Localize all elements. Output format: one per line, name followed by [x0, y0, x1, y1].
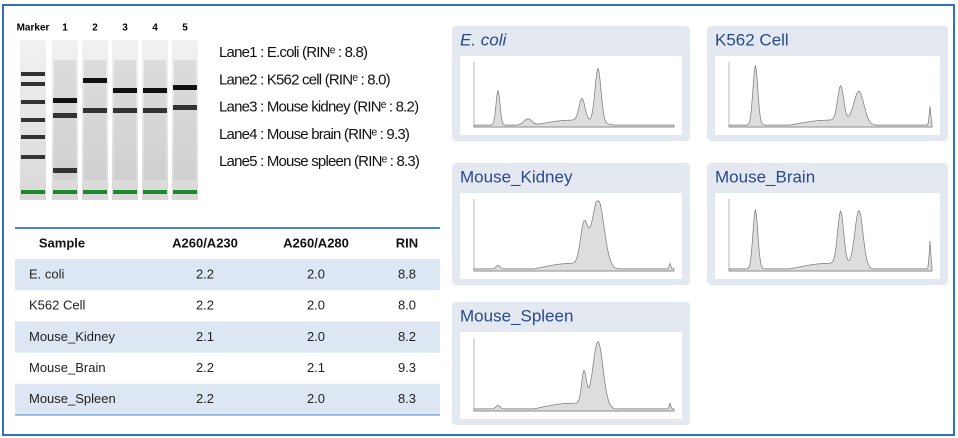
- cell: Mouse_Kidney: [29, 329, 115, 344]
- trace: [473, 341, 675, 412]
- band: [53, 98, 77, 103]
- cell: 2.0: [307, 391, 325, 406]
- marker-band: [173, 190, 197, 194]
- band: [21, 118, 45, 122]
- lane-label: 4: [152, 23, 158, 34]
- band: [173, 85, 197, 90]
- lane: [82, 40, 108, 200]
- marker-band: [113, 190, 137, 194]
- cell: 2.1: [196, 329, 214, 344]
- smear: [174, 60, 196, 180]
- band: [143, 108, 167, 113]
- trace: [728, 65, 933, 128]
- cell: E. coli: [29, 266, 65, 281]
- cell: 9.3: [398, 360, 416, 375]
- lane-label: 1: [62, 23, 68, 34]
- marker-band: [53, 190, 77, 194]
- panel-title: Mouse_Spleen: [460, 306, 573, 325]
- lane-label: 3: [122, 23, 128, 34]
- header-cell: RIN: [396, 235, 418, 250]
- cell: Mouse_Spleen: [29, 391, 116, 406]
- cell: 8.8: [398, 266, 416, 281]
- lane-label: Marker: [17, 23, 50, 34]
- legend-line: Lane4 : Mouse brain (RINᵉ : 9.3): [219, 126, 410, 143]
- band: [21, 72, 45, 76]
- header-cell: A260/A280: [283, 235, 349, 250]
- lane-label: 2: [92, 23, 98, 34]
- trace: [473, 200, 675, 272]
- lane: [112, 40, 138, 200]
- cell: 8.2: [398, 329, 416, 344]
- cell: 2.2: [196, 298, 214, 313]
- band: [53, 113, 77, 118]
- legend-line: Lane5 : Mouse spleen (RINᵉ : 8.3): [219, 153, 420, 170]
- band: [173, 105, 197, 110]
- panel-title: E. coli: [460, 30, 508, 49]
- electropherograms: E. coli K562 Cell Mouse_Kidney Mouse_Brain M…: [452, 26, 948, 425]
- cell: 2.2: [196, 360, 214, 375]
- marker-band: [21, 190, 45, 194]
- lane-label: 5: [182, 23, 188, 34]
- legend-line: Lane3 : Mouse kidney (RINᵉ : 8.2): [219, 99, 419, 116]
- trace: [473, 67, 675, 128]
- trace: [728, 209, 933, 272]
- cell: 8.0: [398, 298, 416, 313]
- header-cell: Sample: [39, 235, 85, 250]
- band: [83, 108, 107, 113]
- smear: [144, 60, 166, 180]
- band: [21, 82, 45, 86]
- legend-line: Lane1 : E.coli (RINᵉ : 8.8): [219, 44, 368, 61]
- cell: 2.2: [196, 266, 214, 281]
- header-cell: A260/A230: [172, 235, 238, 250]
- lane: [142, 40, 168, 200]
- marker-band: [143, 190, 167, 194]
- gel-image: Marker 1 2 3 4 5: [17, 23, 198, 200]
- row-band: [15, 321, 440, 353]
- band: [21, 155, 45, 159]
- band: [53, 168, 77, 173]
- band: [113, 108, 137, 113]
- lane-legend: Lane1 : E.coli (RINᵉ : 8.8) Lane2 : K562 …: [219, 44, 421, 170]
- smear: [114, 60, 136, 180]
- band: [113, 88, 137, 93]
- marker-band: [83, 190, 107, 194]
- cell: 2.2: [196, 391, 214, 406]
- band: [143, 88, 167, 93]
- band: [21, 100, 45, 104]
- smear: [84, 60, 106, 180]
- cell: Mouse_Brain: [29, 360, 106, 375]
- frame: [2, 4, 955, 436]
- cell: 2.0: [307, 266, 325, 281]
- lane: [52, 40, 78, 200]
- cell: 8.3: [398, 391, 416, 406]
- cell: 2.1: [307, 360, 325, 375]
- cell: K562 Cell: [29, 298, 85, 313]
- cell: 2.0: [307, 329, 325, 344]
- smear: [54, 60, 76, 180]
- panel-title: Mouse_Kidney: [460, 167, 573, 186]
- row-band: [15, 383, 440, 415]
- cell: 2.0: [307, 298, 325, 313]
- band: [83, 78, 107, 83]
- legend-line: Lane2 : K562 cell (RINᵉ : 8.0): [219, 71, 391, 88]
- lane: [172, 40, 198, 200]
- panel-title: K562 Cell: [715, 30, 789, 49]
- table: Sample A260/A230 A260/A280 RIN E. coli 2.2 2.0…: [15, 227, 440, 416]
- row-band: [15, 259, 440, 291]
- band: [21, 135, 45, 139]
- panel-title: Mouse_Brain: [715, 167, 815, 186]
